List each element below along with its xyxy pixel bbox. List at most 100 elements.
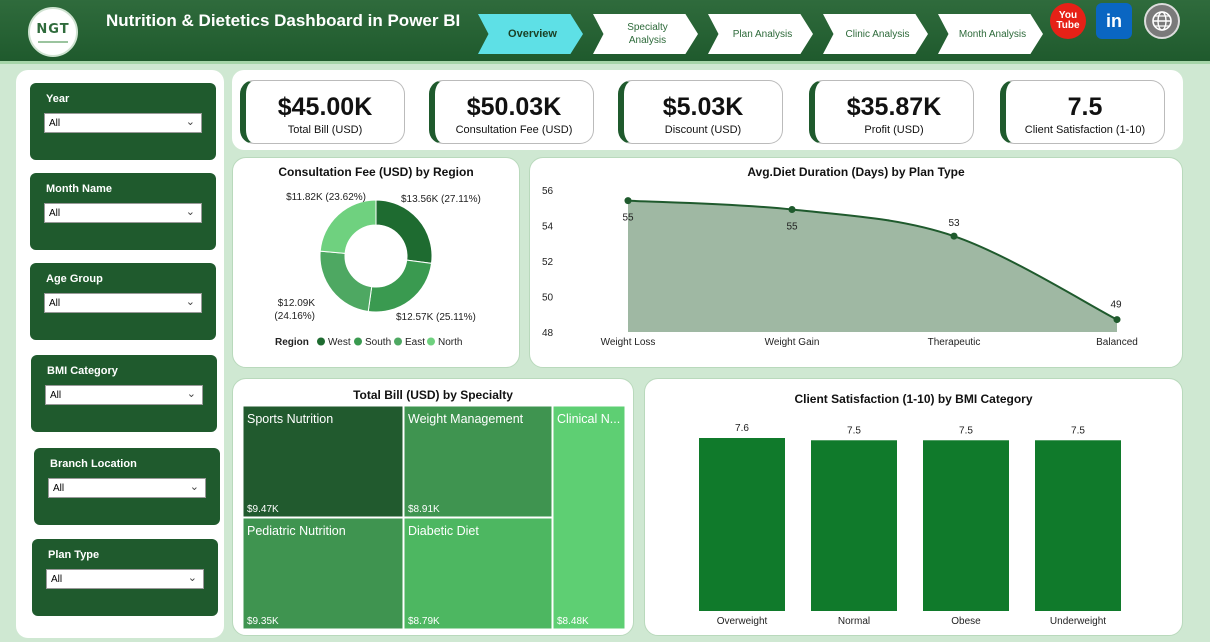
- plan-type-dropdown[interactable]: All ⌄: [46, 569, 204, 589]
- legend-entry: West: [328, 337, 351, 348]
- treemap-tile: [403, 405, 553, 518]
- donut-slice-south: [367, 259, 433, 313]
- kpi-value: $5.03K: [662, 93, 744, 121]
- filter-year: Year All ⌄: [30, 83, 216, 160]
- kpi-value: $45.00K: [277, 93, 373, 121]
- tab-clinic-analysis[interactable]: Clinic Analysis: [823, 14, 928, 54]
- data-label: 55: [786, 222, 798, 233]
- filter-bmi-category: BMI Category All ⌄: [31, 355, 217, 432]
- legend-marker-east: [394, 337, 402, 346]
- chart-title: Consultation Fee (USD) by Region: [278, 165, 474, 179]
- chevron-down-icon: ⌄: [185, 206, 195, 218]
- filter-branch-location: Branch Location All ⌄: [34, 448, 220, 525]
- filter-label: BMI Category: [47, 365, 118, 377]
- y-tick-label: 52: [542, 257, 554, 268]
- data-label: 55: [622, 213, 634, 224]
- region-donut-chart: Consultation Fee (USD) by Region $13.56K…: [232, 157, 520, 368]
- age-group-dropdown[interactable]: All ⌄: [44, 293, 202, 313]
- legend-marker-south: [354, 337, 362, 346]
- area-svg: 48 50 52 54 56 55 55 53 49 Weight Loss Weight Gain…: [542, 186, 1138, 348]
- filter-label: Age Group: [46, 273, 103, 285]
- dropdown-value: All: [53, 483, 65, 494]
- x-tick-label: Therapeutic: [928, 337, 981, 348]
- x-tick-label: Weight Loss: [601, 337, 656, 348]
- linkedin-icon[interactable]: in: [1096, 3, 1132, 39]
- tile-name: Weight Management: [408, 412, 524, 426]
- filter-age-group: Age Group All ⌄: [30, 263, 216, 340]
- x-tick-label: Obese: [951, 616, 981, 627]
- chart-title: Client Satisfaction (1-10) by BMI Catego…: [794, 392, 1033, 406]
- bmi-bar-chart: Client Satisfaction (1-10) by BMI Catego…: [644, 378, 1183, 636]
- tile-name: Sports Nutrition: [247, 412, 333, 426]
- kpi-label: Profit (USD): [864, 124, 924, 136]
- legend-entry: South: [365, 337, 391, 348]
- data-point: [950, 232, 958, 240]
- filter-panel: Year All ⌄ Month Name All ⌄ Age Group All ⌄…: [16, 70, 224, 638]
- filter-plan-type: Plan Type All ⌄: [32, 539, 218, 616]
- youtube-icon[interactable]: You Tube: [1050, 3, 1086, 39]
- kpi-discount: $5.03K Discount (USD): [618, 80, 783, 144]
- globe-glyph: [1152, 11, 1172, 31]
- treemap-tile: [403, 517, 553, 630]
- tile-value: $9.47K: [247, 504, 279, 515]
- tab-overview[interactable]: Overview: [478, 14, 583, 54]
- bar-normal: [811, 440, 897, 611]
- page-title: Nutrition & Dietetics Dashboard in Power…: [106, 11, 461, 30]
- kpi-label: Client Satisfaction (1-10): [1024, 124, 1146, 136]
- logo: NGT: [28, 7, 78, 57]
- legend-marker-west: [317, 337, 325, 346]
- chevron-down-icon: ⌄: [187, 572, 197, 584]
- y-tick-label: 48: [542, 328, 554, 339]
- tab-specialty-analysis[interactable]: Specialty Analysis: [593, 14, 698, 54]
- legend-marker-north: [427, 337, 435, 346]
- tab-month-analysis[interactable]: Month Analysis: [938, 14, 1043, 54]
- data-point: [1113, 316, 1121, 324]
- chevron-down-icon: ⌄: [185, 116, 195, 128]
- chart-title: Total Bill (USD) by Specialty: [353, 388, 513, 402]
- filter-month-name: Month Name All ⌄: [30, 173, 216, 250]
- kpi-value: $50.03K: [466, 93, 562, 121]
- donut-svg: $13.56K (27.11%) $12.57K (25.11%) $12.09K (…: [274, 192, 481, 348]
- data-point: [624, 197, 632, 205]
- bar-underweight: [1035, 440, 1121, 611]
- donut-slice-north: [319, 199, 377, 254]
- kpi-client-satisfaction: 7.5 Client Satisfaction (1-10): [1000, 80, 1165, 144]
- x-tick-label: Normal: [838, 616, 870, 627]
- filter-label: Plan Type: [48, 549, 100, 561]
- data-label: 7.6: [735, 423, 749, 434]
- y-tick-label: 54: [542, 222, 554, 233]
- chart-title: Avg.Diet Duration (Days) by Plan Type: [747, 165, 965, 179]
- treemap-tile: [242, 517, 404, 630]
- filter-label: Branch Location: [50, 458, 137, 470]
- bar-overweight: [699, 438, 785, 611]
- kpi-profit: $35.87K Profit (USD): [809, 80, 974, 144]
- data-label: 49: [1110, 300, 1122, 311]
- data-label: $13.56K (27.11%): [401, 194, 481, 205]
- globe-icon[interactable]: [1144, 3, 1180, 39]
- dropdown-value: All: [51, 574, 63, 585]
- year-dropdown[interactable]: All ⌄: [44, 113, 202, 133]
- logo-text: NGT: [36, 21, 70, 37]
- branch-dropdown[interactable]: All ⌄: [48, 478, 206, 498]
- tile-name: Clinical N...: [557, 412, 620, 426]
- kpi-label: Total Bill (USD): [287, 124, 363, 136]
- series-line: [627, 199, 1118, 321]
- x-tick-label: Underweight: [1050, 616, 1106, 627]
- donut-slice-west: [375, 199, 433, 264]
- bmi-dropdown[interactable]: All ⌄: [45, 385, 203, 405]
- filter-label: Month Name: [46, 183, 112, 195]
- tab-plan-analysis[interactable]: Plan Analysis: [708, 14, 813, 54]
- y-tick-label: 56: [542, 186, 554, 197]
- chevron-down-icon: ⌄: [185, 296, 195, 308]
- month-dropdown[interactable]: All ⌄: [44, 203, 202, 223]
- x-tick-label: Weight Gain: [765, 337, 820, 348]
- data-label: $12.57K (25.11%): [396, 312, 476, 323]
- specialty-treemap: Total Bill (USD) by Specialty Sports Nut…: [232, 378, 634, 636]
- header-bar: NGT Nutrition & Dietetics Dashboard in P…: [0, 0, 1210, 64]
- kpi-strip: $45.00K Total Bill (USD) $50.03K Consult…: [232, 70, 1183, 150]
- treemap-tile: [552, 405, 626, 630]
- legend-title: Region: [275, 337, 309, 348]
- dropdown-value: All: [49, 208, 61, 219]
- data-label: 7.5: [1071, 425, 1085, 436]
